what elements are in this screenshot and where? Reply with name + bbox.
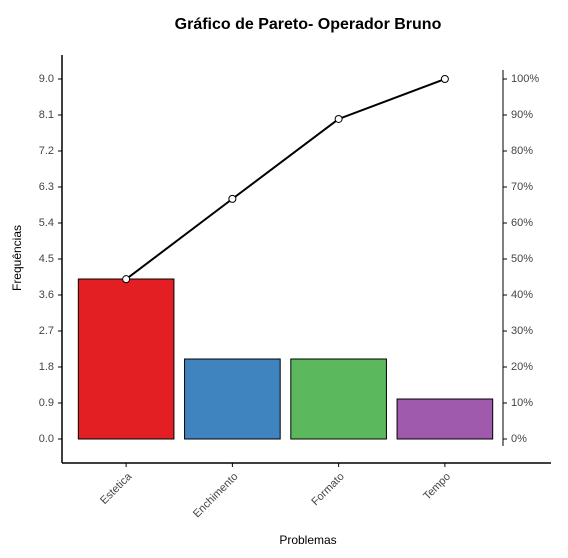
y-tick-label: 0.9 — [39, 397, 54, 409]
bar — [184, 358, 281, 440]
y-tick-label: 1.8 — [39, 361, 54, 373]
bar — [396, 398, 494, 440]
cumulative-line — [125, 78, 446, 280]
y-tick-label: 0.0 — [39, 433, 54, 445]
y2-tick-label: 90% — [511, 109, 533, 121]
y2-tick-label: 70% — [511, 181, 533, 193]
y-tick-label: 2.7 — [39, 325, 54, 337]
cumulative-point — [122, 275, 131, 284]
y2-tick-label: 60% — [511, 217, 533, 229]
y-tick-label: 8.1 — [39, 109, 54, 121]
y2-tick-label: 50% — [511, 253, 533, 265]
bar — [77, 278, 175, 440]
y2-tick-label: 80% — [511, 145, 533, 157]
y-tick-label: 7.2 — [39, 145, 54, 157]
y2-tick-label: 20% — [511, 361, 533, 373]
y-tick-label: 6.3 — [39, 181, 54, 193]
y2-tick-label: 100% — [511, 73, 539, 85]
chart-title: Gráfico de Pareto- Operador Bruno — [175, 16, 442, 33]
x-axis-title: Problemas — [279, 533, 336, 547]
y-tick-label: 9.0 — [39, 73, 54, 85]
cumulative-point — [334, 114, 343, 123]
cumulative-point — [440, 75, 449, 84]
y2-tick-label: 40% — [511, 289, 533, 301]
bar — [290, 358, 387, 440]
y2-tick-label: 10% — [511, 397, 533, 409]
cumulative-point — [228, 194, 237, 203]
y2-tick-label: 30% — [511, 325, 533, 337]
y2-tick-label: 0% — [511, 433, 527, 445]
y-tick-label: 3.6 — [39, 289, 54, 301]
y-tick-label: 4.5 — [39, 253, 54, 265]
y-axis-title: Frequências — [10, 225, 24, 291]
y-tick-label: 5.4 — [39, 217, 54, 229]
